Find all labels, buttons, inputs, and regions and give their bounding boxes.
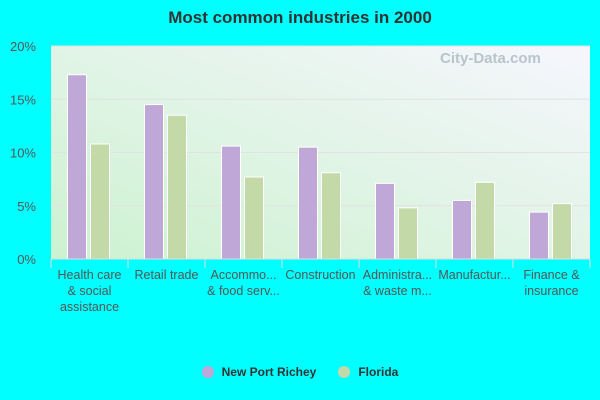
x-tick-label: Health care	[58, 268, 122, 282]
y-tick-label: 0%	[17, 252, 36, 267]
legend-item-new-port-richey[interactable]: New Port Richey	[201, 365, 317, 379]
legend-swatch	[201, 366, 214, 378]
y-tick-label: 15%	[10, 92, 36, 107]
bar-new-port-richey	[529, 211, 549, 260]
legend-item-florida[interactable]: Florida	[338, 365, 398, 379]
bar-florida	[552, 203, 572, 260]
y-tick-label: 5%	[17, 199, 36, 214]
legend: New Port Richey Florida	[0, 365, 600, 379]
y-tick-label: 20%	[10, 39, 36, 54]
x-tick-label: assistance	[60, 300, 119, 314]
bar-new-port-richey	[221, 145, 241, 260]
chart-title: Most common industries in 2000	[168, 8, 432, 27]
bar-florida	[90, 143, 110, 260]
x-tick-label: & waste m...	[363, 284, 432, 298]
watermark: City-Data.com	[440, 50, 541, 67]
x-tick-label: Manufactur...	[438, 268, 510, 282]
y-tick-label: 10%	[10, 146, 36, 161]
bar-new-port-richey	[67, 74, 87, 260]
bar-new-port-richey	[375, 182, 395, 260]
x-tick-label: & social	[68, 284, 112, 298]
bar-new-port-richey	[452, 199, 472, 260]
bar-florida	[167, 114, 187, 260]
x-tick-label: Accommo...	[211, 268, 277, 282]
x-tick-label: insurance	[524, 284, 578, 298]
legend-label: Florida	[358, 365, 399, 379]
legend-swatch	[338, 366, 351, 378]
x-tick-label: & food serv...	[207, 284, 280, 298]
x-tick-label: Retail trade	[135, 268, 199, 282]
x-tick-label: Finance &	[523, 268, 580, 282]
bar-florida	[321, 172, 341, 260]
bar-florida	[398, 207, 418, 260]
bar-new-port-richey	[298, 146, 318, 260]
legend-label: New Port Richey	[221, 365, 317, 379]
x-tick-label: Administra...	[363, 268, 432, 282]
bar-florida	[244, 176, 264, 260]
bar-florida	[475, 181, 495, 260]
bar-new-port-richey	[144, 104, 164, 260]
x-tick-label: Construction	[285, 268, 355, 282]
